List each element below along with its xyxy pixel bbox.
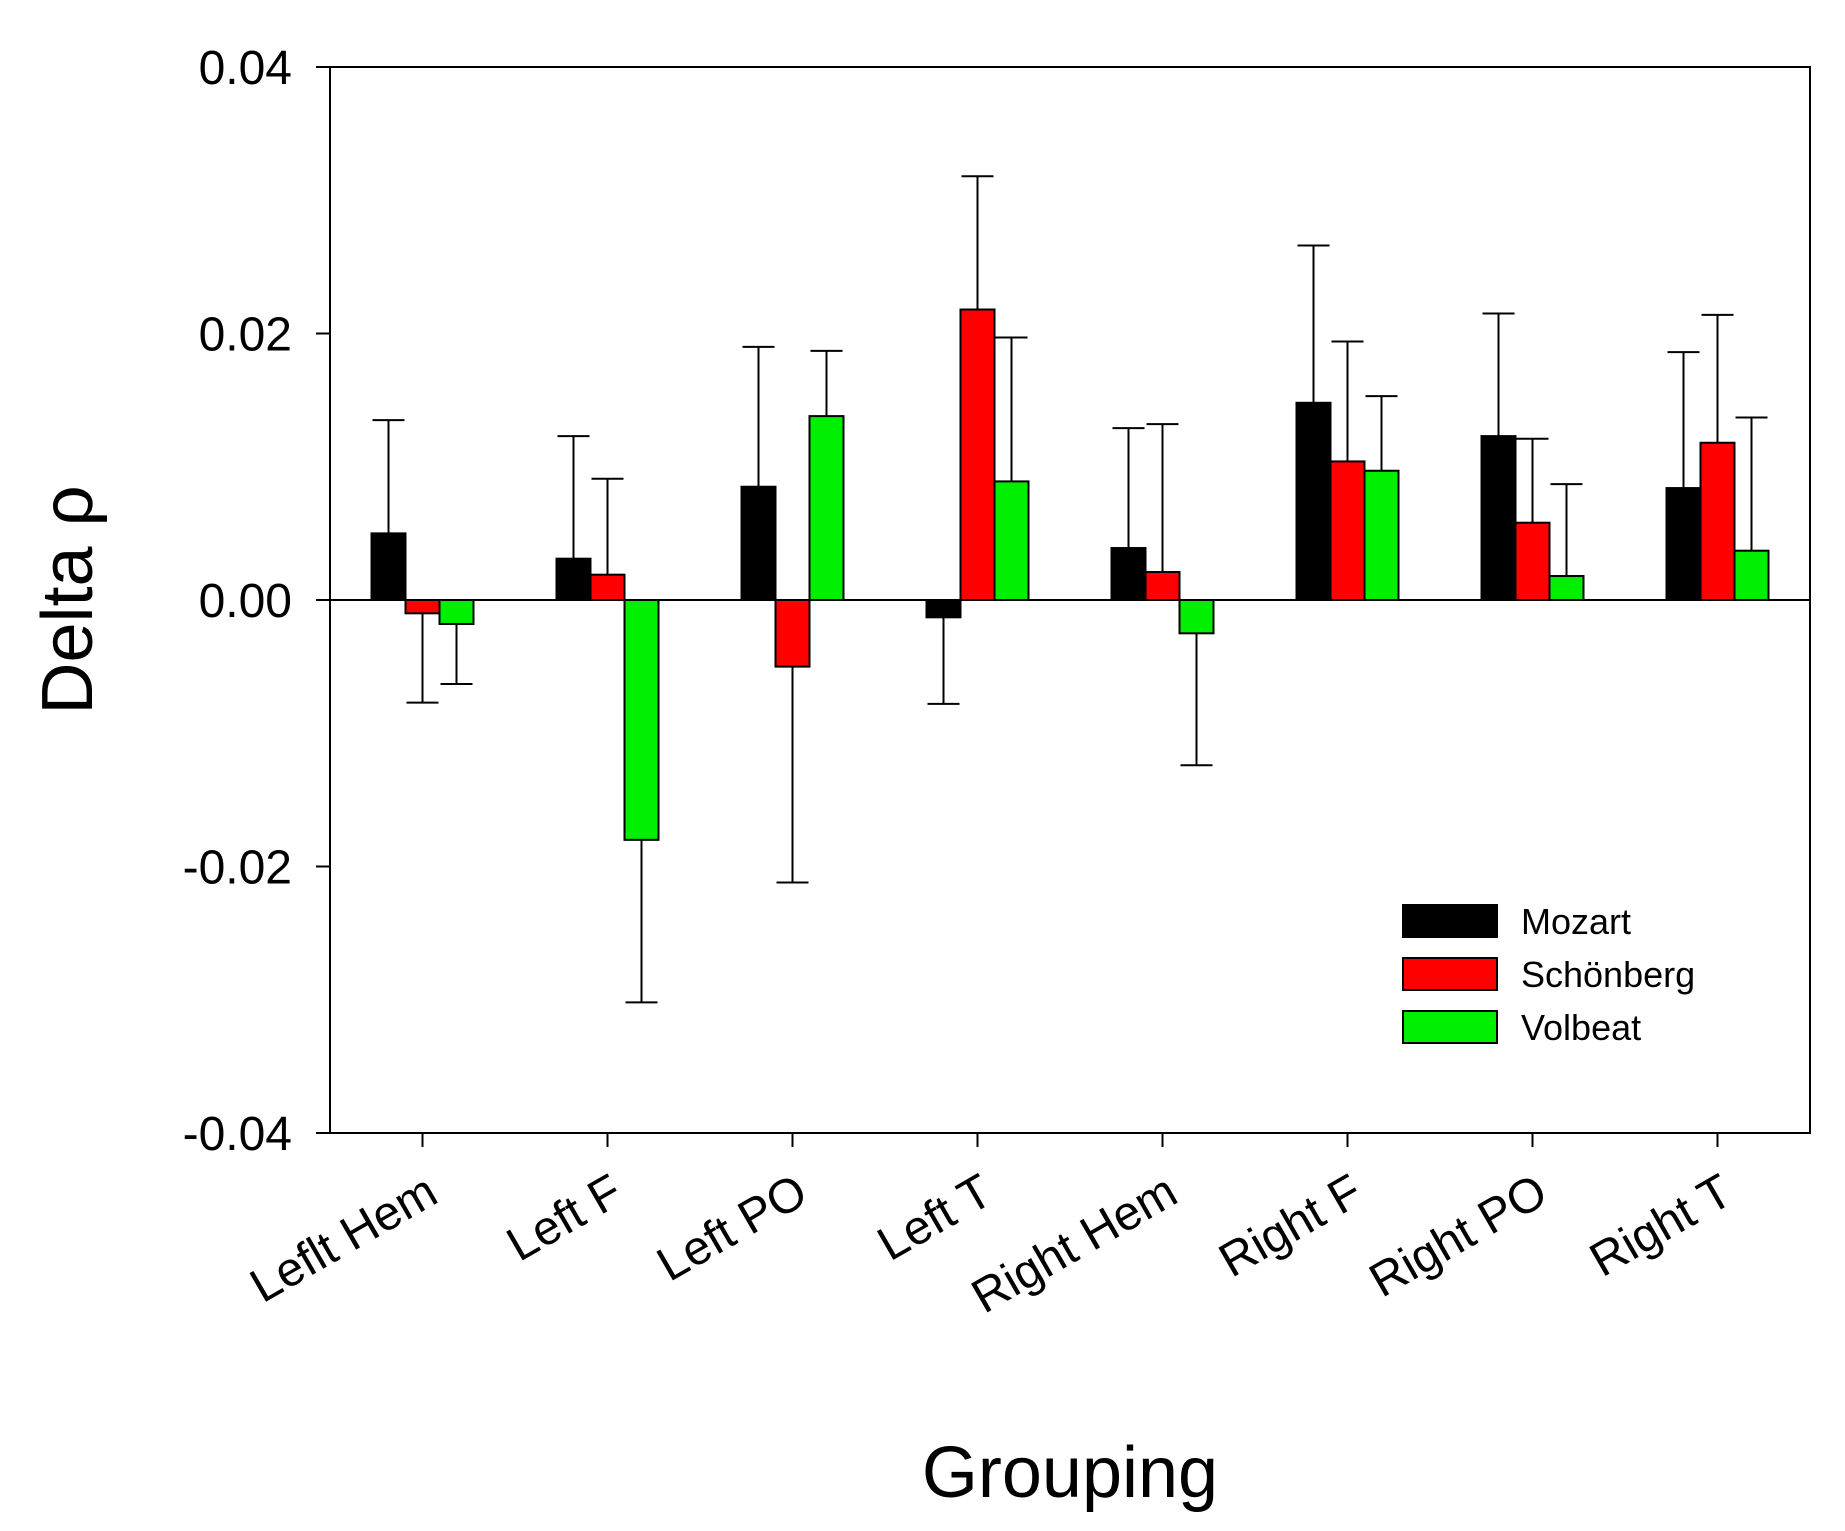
y-axis-title: Delta ρ bbox=[28, 485, 108, 714]
legend: Mozart Schönberg Volbeat bbox=[1402, 901, 1695, 1048]
bar-schnberg bbox=[404, 599, 441, 615]
bar-mozart bbox=[370, 532, 407, 601]
bar-volbeat bbox=[808, 415, 845, 601]
x-tick-label: Left T bbox=[869, 1165, 1001, 1272]
bar-volbeat bbox=[623, 599, 660, 841]
bar-volbeat bbox=[993, 480, 1030, 601]
bar-mozart bbox=[740, 485, 777, 601]
y-tick-label: -0.02 bbox=[183, 842, 292, 895]
y-tick-label: 0.02 bbox=[199, 309, 292, 362]
bar-volbeat bbox=[438, 599, 475, 625]
y-tick-label: 0.00 bbox=[199, 575, 292, 628]
bar-volbeat bbox=[1178, 599, 1215, 635]
x-tick-label: Right PO bbox=[1361, 1165, 1556, 1308]
x-tick-label: Left F bbox=[498, 1165, 631, 1272]
x-axis-title: Grouping bbox=[922, 1433, 1218, 1513]
bar-mozart bbox=[1110, 547, 1147, 601]
legend-label: Schönberg bbox=[1521, 954, 1695, 995]
bar-mozart bbox=[925, 599, 962, 619]
bar-mozart bbox=[1665, 487, 1702, 602]
legend-swatch bbox=[1402, 957, 1498, 991]
bar-volbeat bbox=[1548, 575, 1585, 602]
bar-schnberg bbox=[1699, 441, 1736, 602]
legend-label: Volbeat bbox=[1521, 1007, 1641, 1048]
y-axis: 0.04 0.02 0.00 -0.02 -0.04 bbox=[183, 42, 330, 1161]
bar-schnberg bbox=[774, 599, 811, 668]
y-tick-label: 0.04 bbox=[199, 42, 292, 95]
x-tick-label: Right F bbox=[1211, 1165, 1371, 1288]
error-bars-layer bbox=[372, 175, 1768, 1004]
legend-swatch bbox=[1402, 904, 1498, 938]
x-tick-label: Left PO bbox=[649, 1165, 816, 1292]
bar-schnberg bbox=[1144, 571, 1181, 602]
bar-schnberg bbox=[1329, 460, 1366, 602]
bar-schnberg bbox=[959, 308, 996, 601]
bar-schnberg bbox=[589, 573, 626, 601]
x-tick-label: Right T bbox=[1581, 1165, 1741, 1288]
bar-volbeat bbox=[1363, 469, 1400, 601]
bar-volbeat bbox=[1733, 549, 1770, 602]
x-tick-label: Right Hem bbox=[963, 1165, 1186, 1324]
bar-mozart bbox=[1295, 401, 1332, 602]
bars-layer bbox=[370, 308, 1770, 841]
bar-mozart bbox=[1480, 435, 1517, 602]
x-tick-label: Leflt Hem bbox=[242, 1165, 446, 1314]
bar-schnberg bbox=[1514, 521, 1551, 602]
legend-swatch bbox=[1402, 1010, 1498, 1044]
y-tick-label: -0.04 bbox=[183, 1108, 292, 1161]
legend-label: Mozart bbox=[1521, 901, 1631, 942]
bar-mozart bbox=[555, 557, 592, 602]
